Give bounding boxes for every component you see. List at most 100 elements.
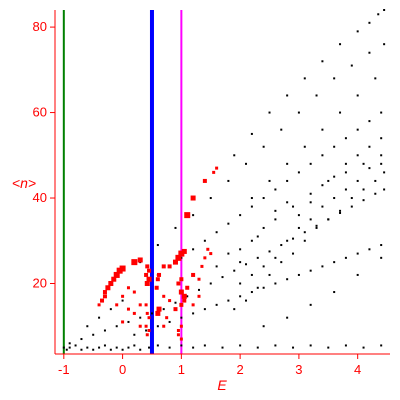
black-point	[303, 145, 306, 148]
red-point	[173, 307, 178, 312]
black-point	[250, 197, 253, 200]
black-point	[209, 282, 212, 285]
black-point	[203, 239, 206, 242]
black-point	[297, 111, 300, 114]
black-point	[168, 346, 171, 349]
black-point	[239, 261, 242, 264]
black-point	[92, 348, 95, 351]
black-point	[362, 188, 365, 191]
red-point	[132, 290, 136, 294]
black-point	[186, 295, 189, 298]
black-point	[68, 342, 71, 345]
black-point	[344, 162, 347, 165]
red-point	[131, 259, 138, 266]
black-point	[368, 145, 371, 148]
black-point	[383, 9, 386, 11]
black-point	[227, 179, 230, 182]
red-point	[191, 272, 196, 277]
black-point	[321, 205, 324, 208]
black-point	[297, 171, 300, 174]
black-point	[239, 344, 242, 347]
black-point	[380, 162, 383, 165]
black-point	[327, 346, 330, 349]
red-point	[138, 303, 142, 307]
red-point	[202, 178, 207, 183]
red-point	[144, 272, 149, 277]
red-point	[138, 324, 142, 328]
x-tick-label: 2	[237, 362, 244, 377]
black-point	[239, 248, 242, 251]
red-point	[181, 293, 187, 299]
red-point	[156, 306, 162, 312]
red-point	[197, 277, 201, 281]
black-point	[327, 218, 330, 221]
black-point	[309, 162, 312, 165]
red-point	[108, 280, 114, 286]
black-point	[109, 348, 112, 351]
black-point	[192, 346, 195, 349]
red-point	[178, 250, 185, 257]
black-point	[303, 231, 306, 234]
black-point	[262, 325, 265, 328]
black-point	[98, 346, 101, 349]
black-point	[245, 299, 248, 302]
black-point	[197, 288, 200, 291]
black-point	[356, 154, 359, 157]
red-point	[144, 280, 150, 286]
black-point	[233, 269, 236, 272]
black-point	[250, 205, 253, 208]
red-point	[172, 259, 178, 265]
red-point	[119, 265, 126, 272]
black-point	[274, 188, 277, 191]
black-point	[286, 239, 289, 242]
black-point	[174, 226, 177, 229]
black-point	[250, 132, 253, 135]
black-point	[180, 344, 183, 347]
black-point	[227, 222, 230, 225]
black-point	[156, 344, 159, 347]
black-point	[139, 348, 142, 351]
red-point	[145, 311, 149, 315]
red-point	[146, 276, 152, 282]
red-point	[102, 294, 107, 299]
black-point	[268, 179, 271, 182]
black-point	[356, 30, 359, 33]
black-point	[245, 263, 248, 266]
black-point	[344, 344, 347, 347]
black-point	[262, 226, 265, 229]
black-point	[115, 325, 118, 328]
black-point	[321, 154, 324, 157]
black-point	[221, 276, 224, 279]
black-point	[256, 256, 259, 259]
x-tick-label: 1	[178, 362, 185, 377]
black-point	[303, 239, 306, 242]
reference-lines	[62, 10, 183, 354]
black-point	[333, 77, 336, 80]
black-point	[121, 348, 124, 351]
black-point	[268, 273, 271, 276]
black-point	[98, 316, 101, 319]
black-point	[80, 338, 83, 341]
red-point	[206, 247, 210, 251]
black-point	[274, 256, 277, 259]
black-point	[245, 162, 248, 165]
red-point	[100, 298, 105, 303]
black-point	[303, 77, 306, 80]
black-point	[215, 265, 218, 268]
red-point	[121, 320, 125, 324]
red-point	[155, 277, 160, 282]
black-point	[374, 179, 377, 182]
black-point	[65, 348, 68, 351]
red-point	[162, 324, 166, 328]
black-point	[227, 299, 230, 302]
red-point	[176, 333, 180, 337]
black-point	[356, 273, 359, 276]
black-point	[127, 346, 130, 349]
red-point	[145, 333, 149, 337]
red-point	[144, 303, 148, 307]
black-point	[192, 214, 195, 217]
black-point	[203, 344, 206, 347]
y-tick-label: 40	[33, 190, 47, 205]
black-point	[380, 111, 383, 114]
red-point	[115, 303, 119, 307]
